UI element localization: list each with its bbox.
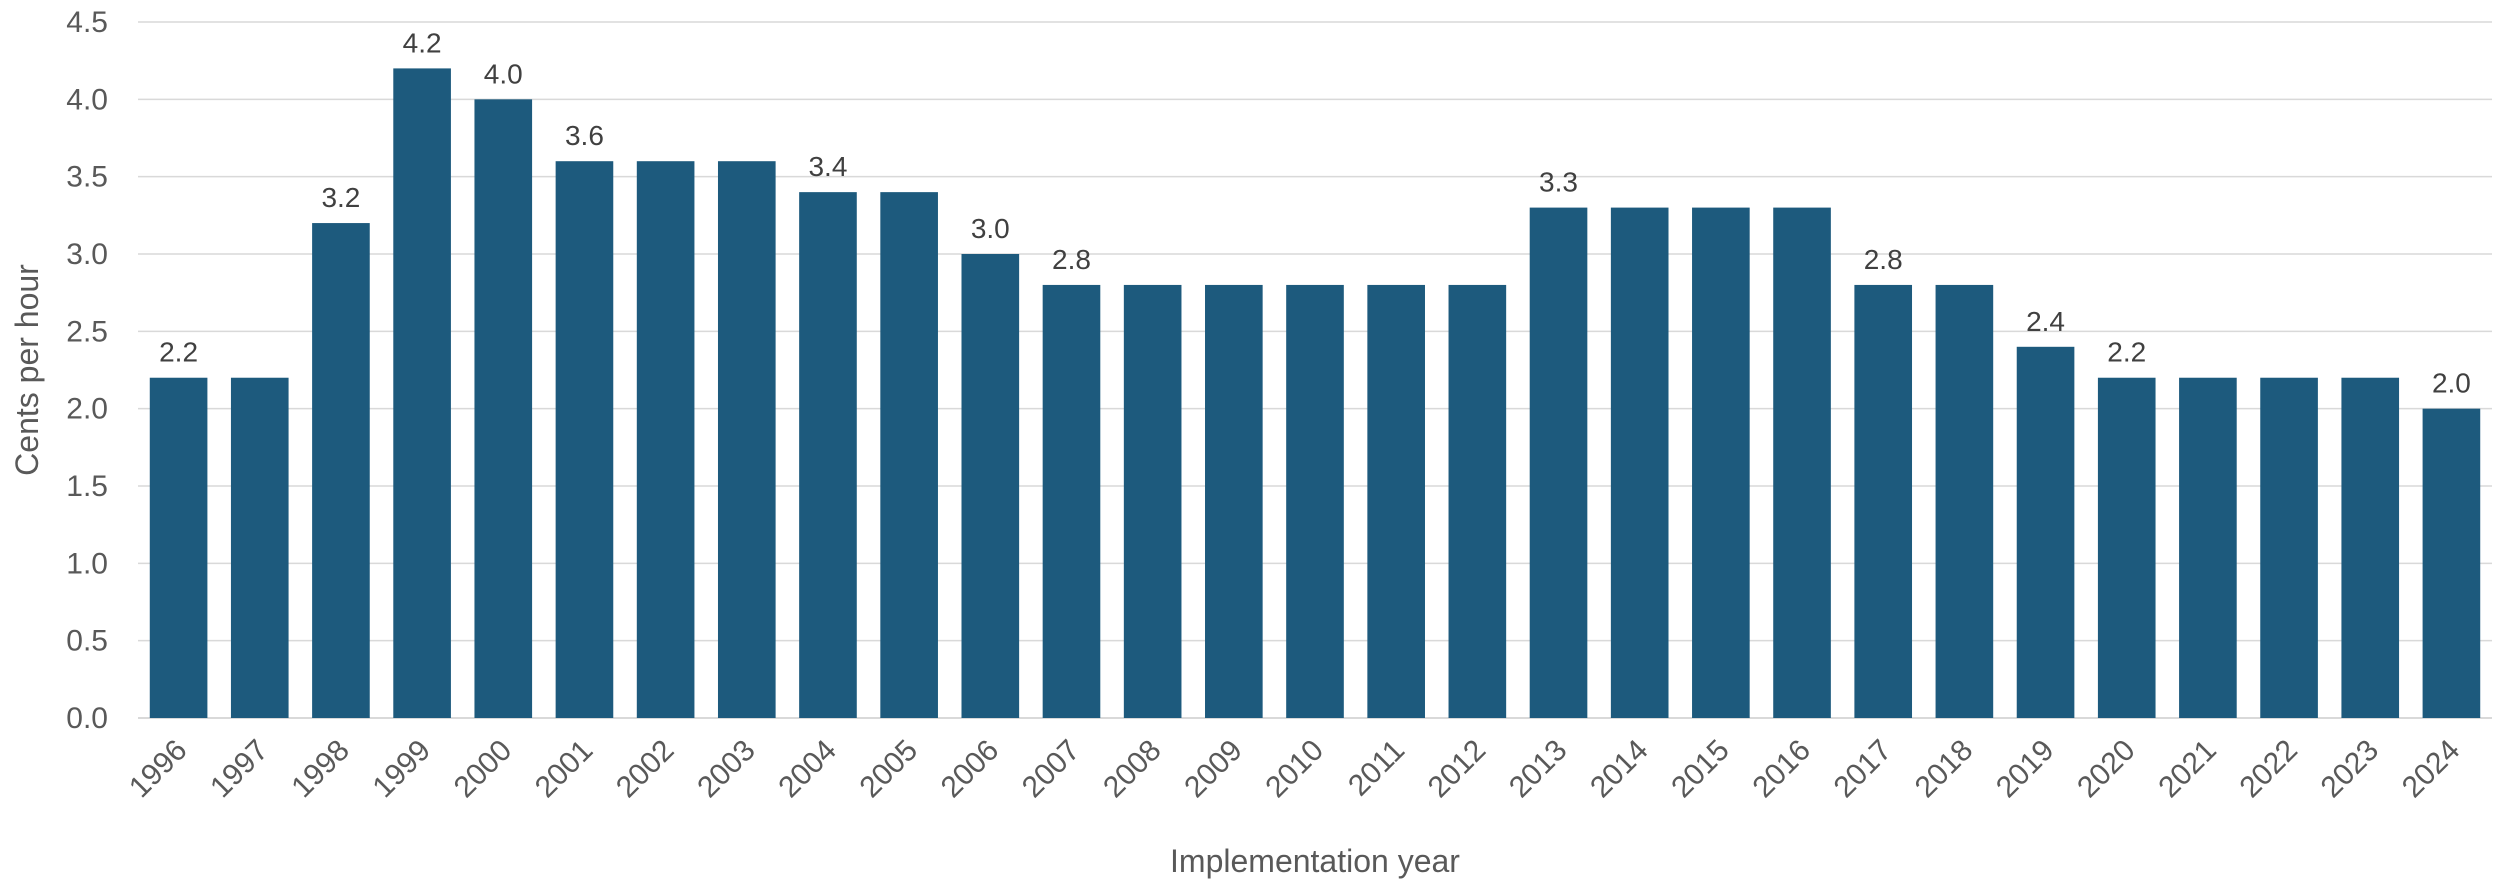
x-tick-label: 2001 <box>529 734 600 805</box>
x-tick-label: 2008 <box>1097 734 1168 805</box>
x-tick-label: 2024 <box>2396 734 2467 805</box>
bar-2005 <box>880 192 938 719</box>
bar-1999 <box>393 68 451 718</box>
x-tick-label: 2017 <box>1828 734 1899 805</box>
x-tick-label: 2003 <box>691 734 762 805</box>
y-tick-label: 2.5 <box>66 315 108 348</box>
bar-2009 <box>1205 284 1263 718</box>
bar-2001 <box>555 161 614 718</box>
y-tick-label: 0.0 <box>66 702 108 735</box>
x-tick-label: 2004 <box>772 734 843 805</box>
x-tick-label: 2016 <box>1746 734 1817 805</box>
x-tick-label: 2005 <box>854 734 925 805</box>
x-tick-label: 2012 <box>1422 734 1493 805</box>
bar-2014 <box>1610 207 1669 718</box>
bar-2020 <box>2097 377 2156 718</box>
data-label-2007: 2.8 <box>1052 244 1091 275</box>
bar-2015 <box>1692 207 1750 718</box>
y-tick-label: 1.0 <box>66 547 108 580</box>
x-tick-label: 2020 <box>2071 734 2142 805</box>
data-label-2001: 3.6 <box>565 120 604 151</box>
bar-2003 <box>717 161 776 718</box>
bar-2006 <box>961 254 1020 718</box>
x-tick-label: 2009 <box>1178 734 1249 805</box>
bar-2012 <box>1448 284 1507 718</box>
bar-2007 <box>1042 284 1101 718</box>
x-tick-label: 2021 <box>2152 734 2223 805</box>
bar-2022 <box>2260 377 2318 718</box>
x-tick-label: 2013 <box>1503 734 1574 805</box>
bar-2023 <box>2341 377 2400 718</box>
x-tick-label: 2007 <box>1016 734 1087 805</box>
x-tick-label: 2018 <box>1909 734 1980 805</box>
x-tick-label: 1999 <box>367 734 438 805</box>
bar-2017 <box>1854 284 1913 718</box>
x-tick-label: 1998 <box>285 734 356 805</box>
bars <box>149 68 2481 719</box>
data-label-2000: 4.0 <box>484 58 523 89</box>
y-tick-label: 2.0 <box>66 393 108 426</box>
data-label-2013: 3.3 <box>1539 167 1578 198</box>
bar-2016 <box>1773 207 1831 718</box>
data-label-1999: 4.2 <box>403 27 442 58</box>
x-tick-label: 2010 <box>1259 734 1330 805</box>
data-label-2006: 3.0 <box>971 213 1010 244</box>
x-tick-label: 1997 <box>204 734 275 805</box>
bar-2000 <box>474 99 533 719</box>
data-label-2004: 3.4 <box>808 151 847 182</box>
data-label-2020: 2.2 <box>2107 337 2146 368</box>
bar-1997 <box>230 377 289 718</box>
x-tick-label: 1996 <box>123 734 194 805</box>
x-tick-label: 2002 <box>610 734 681 805</box>
bar-2024 <box>2422 408 2481 718</box>
data-label-2017: 2.8 <box>1864 244 1903 275</box>
bar-2011 <box>1367 284 1425 718</box>
y-tick-label: 4.0 <box>66 83 108 116</box>
x-axis-title: Implementation year <box>1170 843 1460 879</box>
x-tick-label: 2022 <box>2233 734 2304 805</box>
data-labels: 2.2 3.2 4.2 4.0 3.6 3.4 3.0 2.8 3.3 2.8 2.4 2.2 2.0 <box>159 27 2471 398</box>
bar-2010 <box>1286 284 1344 718</box>
data-label-2024: 2.0 <box>2432 368 2471 399</box>
y-tick-label: 0.5 <box>66 625 108 658</box>
y-tick-label: 3.0 <box>66 238 108 271</box>
x-tick-label: 2019 <box>1990 734 2061 805</box>
data-label-1996: 2.2 <box>159 337 198 368</box>
y-tick-label: 1.5 <box>66 470 108 503</box>
bar-1996 <box>149 377 208 718</box>
bar-2019 <box>2016 346 2075 718</box>
bar-2013 <box>1529 207 1588 718</box>
y-axis-title: Cents per hour <box>9 264 45 476</box>
bar-2021 <box>2179 377 2237 718</box>
bar-2004 <box>799 192 857 719</box>
bar-2008 <box>1123 284 1182 718</box>
bar-1998 <box>312 223 370 719</box>
bar-2018 <box>1935 284 1994 718</box>
x-tick-label: 2006 <box>935 734 1006 805</box>
x-tick-label: 2014 <box>1584 734 1655 805</box>
x-tick-label: 2011 <box>1342 734 1411 803</box>
y-axis-ticks: 0.0 0.5 1.0 1.5 2.0 2.5 3.0 3.5 4.0 4.5 <box>66 6 108 735</box>
x-tick-label: 2000 <box>448 734 519 805</box>
y-tick-label: 4.5 <box>66 6 108 39</box>
data-label-1998: 3.2 <box>321 182 360 213</box>
x-tick-label: 2015 <box>1665 734 1736 805</box>
data-label-2019: 2.4 <box>2026 306 2065 337</box>
x-tick-label: 2023 <box>2315 734 2386 805</box>
bar-2002 <box>636 161 695 718</box>
y-tick-label: 3.5 <box>66 161 108 194</box>
x-axis-ticks: 1996 1997 1998 1999 2000 2001 2002 2003 2004 2005… <box>123 734 2466 805</box>
